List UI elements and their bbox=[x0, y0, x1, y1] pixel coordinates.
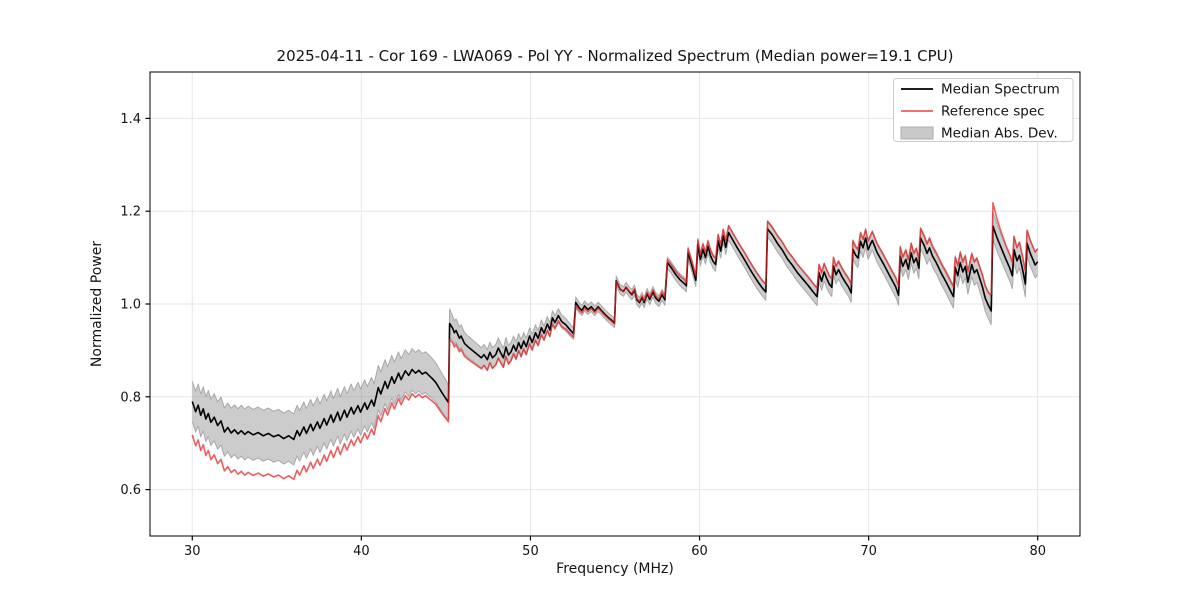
x-axis-label: Frequency (MHz) bbox=[556, 561, 674, 577]
median-abs-dev-patch-sample bbox=[900, 126, 934, 140]
reference-spec-path bbox=[191, 202, 1039, 481]
legend: Median Spectrum Reference spec Median Ab… bbox=[893, 78, 1074, 142]
y-tick-label: 1.2 bbox=[120, 205, 141, 220]
mad-band-fill bbox=[192, 212, 1038, 466]
y-axis-ticks: 0.6 0.8 1.0 1.2 1.4 bbox=[120, 112, 150, 498]
legend-label-reference-spec: Reference spec bbox=[941, 104, 1045, 120]
x-tick-label: 50 bbox=[522, 544, 539, 559]
x-tick-label: 80 bbox=[1029, 544, 1046, 559]
x-tick-label: 70 bbox=[860, 544, 877, 559]
legend-item-median-spectrum: Median Spectrum bbox=[901, 82, 1060, 98]
legend-item-reference-spec: Reference spec bbox=[901, 104, 1045, 120]
y-tick-label: 1.0 bbox=[120, 298, 141, 313]
x-tick-label: 60 bbox=[691, 544, 708, 559]
mad-band-lower-edge bbox=[191, 236, 1039, 466]
legend-label-median-spectrum: Median Spectrum bbox=[941, 82, 1060, 98]
y-tick-label: 0.6 bbox=[120, 483, 141, 498]
legend-item-median-abs-dev: Median Abs. Dev. bbox=[900, 126, 1058, 142]
legend-label-median-abs-dev: Median Abs. Dev. bbox=[941, 126, 1058, 142]
reference-spec-line bbox=[191, 202, 1039, 481]
y-tick-label: 1.4 bbox=[120, 112, 141, 127]
y-axis-label: Normalized Power bbox=[89, 241, 105, 367]
y-tick-label: 0.8 bbox=[120, 390, 141, 405]
x-axis-ticks: 30 40 50 60 70 80 bbox=[184, 536, 1046, 559]
x-tick-label: 30 bbox=[184, 544, 201, 559]
plot-title: 2025-04-11 - Cor 169 - LWA069 - Pol YY -… bbox=[277, 47, 954, 65]
legend-frame bbox=[893, 78, 1074, 142]
x-tick-label: 40 bbox=[353, 544, 370, 559]
